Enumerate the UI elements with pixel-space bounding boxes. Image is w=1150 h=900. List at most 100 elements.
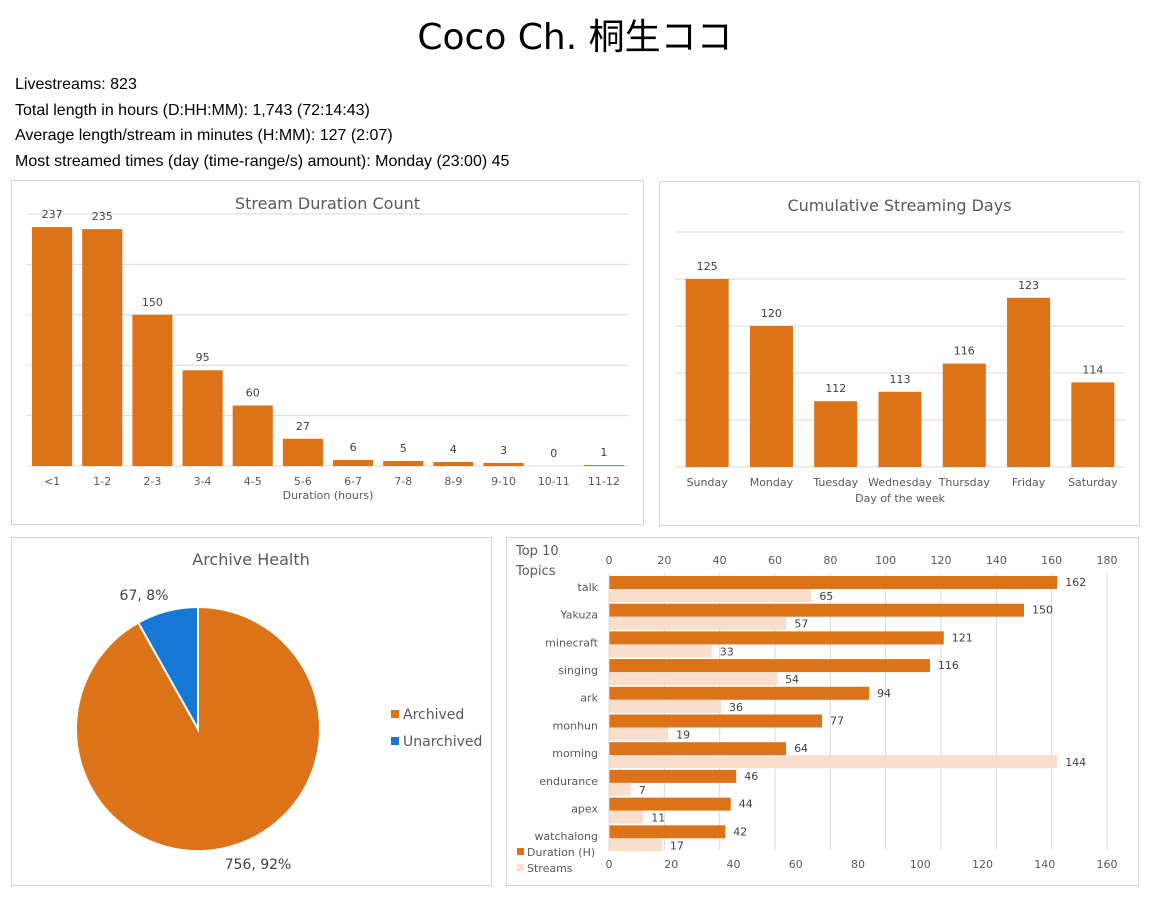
- y-tick-label: ark: [580, 692, 598, 705]
- data-label: 6: [350, 441, 357, 454]
- archive-chart-panel: Archive Health 756, 92% 67, 8% Archived Unar…: [11, 537, 492, 886]
- x-tick-label: 4-5: [244, 475, 262, 488]
- data-label: 116: [938, 659, 959, 672]
- y-tick-label: singing: [558, 664, 598, 677]
- bar-8-9: [433, 461, 474, 466]
- topics-chart-panel: Top 10 Topics 0 20 40 60 80 100 120 140 160 180 0 20 4…: [506, 537, 1139, 886]
- legend-label: Duration (H): [527, 846, 595, 859]
- y-tick-label: talk: [578, 581, 599, 594]
- data-label: 77: [830, 715, 844, 728]
- bar-Saturday: [1071, 382, 1115, 467]
- bar-3-4: [182, 370, 223, 466]
- x-tick-label: Wednesday: [868, 476, 932, 489]
- data-label: 57: [794, 618, 808, 631]
- duration-chart: Stream Duration Count 237 <1 235 1-2 150 2-3 95…: [27, 194, 629, 502]
- bottom-axis-tick: 0: [606, 858, 613, 871]
- bar-duration-minecraft: [609, 631, 944, 645]
- x-axis-title: Duration (hours): [283, 489, 374, 502]
- summary-stats: Livestreams: 823 Total length in hours (…: [15, 72, 509, 174]
- legend-label: Streams: [527, 862, 573, 875]
- data-label: 33: [720, 645, 734, 658]
- bar-<1: [32, 227, 73, 466]
- x-tick-label: 2-3: [143, 475, 161, 488]
- bar-duration-apex: [609, 797, 731, 811]
- data-label: 64: [794, 742, 808, 755]
- bar-duration-monhun: [609, 714, 823, 728]
- data-label: 121: [952, 631, 973, 644]
- y-tick-label: endurance: [539, 775, 598, 788]
- x-tick-label: 1-2: [93, 475, 111, 488]
- x-tick-label: 6-7: [344, 475, 362, 488]
- x-tick-label: 7-8: [394, 475, 412, 488]
- top-axis-tick: 160: [1041, 554, 1062, 567]
- bar-streams-singing: [609, 672, 778, 686]
- y-tick-label: apex: [571, 802, 598, 815]
- x-tick-label: Saturday: [1068, 476, 1118, 489]
- data-label: 162: [1065, 576, 1086, 589]
- x-tick-label: Tuesday: [812, 476, 858, 489]
- bottom-axis-tick: 100: [910, 858, 931, 871]
- bottom-axis-tick: 40: [727, 858, 741, 871]
- archive-pie-chart: Archive Health 756, 92% 67, 8% Archived Unar…: [75, 550, 482, 873]
- data-label: 114: [1082, 363, 1103, 376]
- legend-label: Archived: [403, 707, 464, 723]
- bar-11-12: [583, 464, 624, 466]
- data-label: 237: [42, 208, 63, 221]
- bar-1-2: [82, 229, 123, 466]
- x-tick-label: 10-11: [538, 475, 570, 488]
- bar-5-6: [282, 438, 323, 466]
- data-label: 150: [142, 296, 163, 309]
- x-tick-label: Friday: [1012, 476, 1046, 489]
- bar-9-10: [483, 462, 524, 466]
- bar-streams-monhun: [609, 727, 669, 741]
- bar-duration-endurance: [609, 769, 737, 783]
- bar-streams-watchalong: [609, 838, 662, 852]
- bottom-axis-tick: 20: [664, 858, 678, 871]
- bar-2-3: [132, 314, 173, 466]
- data-label: 113: [890, 373, 911, 386]
- bottom-axis-tick: 160: [1097, 858, 1118, 871]
- data-label: 42: [733, 825, 747, 838]
- x-tick-label: Thursday: [938, 476, 991, 489]
- x-tick-label: 3-4: [194, 475, 212, 488]
- bottom-axis-tick: 60: [789, 858, 803, 871]
- bar-streams-Yakuza: [609, 616, 787, 630]
- x-tick-label: 5-6: [294, 475, 312, 488]
- x-tick-label: Sunday: [687, 476, 729, 489]
- bar-Monday: [749, 326, 793, 467]
- chart-title: Archive Health: [192, 550, 310, 569]
- x-tick-label: 8-9: [444, 475, 462, 488]
- bottom-axis-tick: 80: [851, 858, 865, 871]
- pie-data-label-archived: 756, 92%: [225, 857, 292, 873]
- topics-chart: Top 10 Topics 0 20 40 60 80 100 120 140 160 180 0 20 4…: [515, 544, 1118, 875]
- data-label: 235: [92, 210, 113, 223]
- x-tick-label: <1: [44, 475, 60, 488]
- top-axis-tick: 0: [606, 554, 613, 567]
- data-label: 123: [1018, 279, 1039, 292]
- data-label: 95: [196, 351, 210, 364]
- top-axis-tick: 40: [713, 554, 727, 567]
- legend-label: Unarchived: [403, 734, 482, 750]
- duration-chart-panel: Stream Duration Count 237 <1 235 1-2 150 2-3 95…: [11, 180, 644, 525]
- bottom-axis-tick: 140: [1034, 858, 1055, 871]
- data-label: 7: [639, 784, 646, 797]
- data-label: 144: [1065, 756, 1086, 769]
- chart-title: Cumulative Streaming Days: [787, 196, 1011, 215]
- chart-title: Top 10: [515, 544, 559, 559]
- data-label: 44: [739, 798, 753, 811]
- top-axis-tick: 60: [768, 554, 782, 567]
- y-tick-label: minecraft: [545, 636, 599, 649]
- stat-livestreams: Livestreams: 823: [15, 76, 137, 93]
- chart-title: Stream Duration Count: [235, 194, 420, 213]
- data-label: 3: [500, 444, 507, 457]
- top-axis-tick: 20: [657, 554, 671, 567]
- data-label: 125: [697, 260, 718, 273]
- data-label: 112: [825, 382, 846, 395]
- page-title: Coco Ch. 桐生ココ: [417, 17, 733, 58]
- stat-most-streamed: Most streamed times (day (time-range/s) …: [15, 152, 510, 170]
- top-axis-tick: 80: [823, 554, 837, 567]
- data-label: 19: [676, 729, 690, 742]
- days-chart: Cumulative Streaming Days 125 Sunday 120 Mon…: [675, 196, 1125, 505]
- bar-Tuesday: [814, 401, 858, 467]
- x-tick-label: 9-10: [491, 475, 516, 488]
